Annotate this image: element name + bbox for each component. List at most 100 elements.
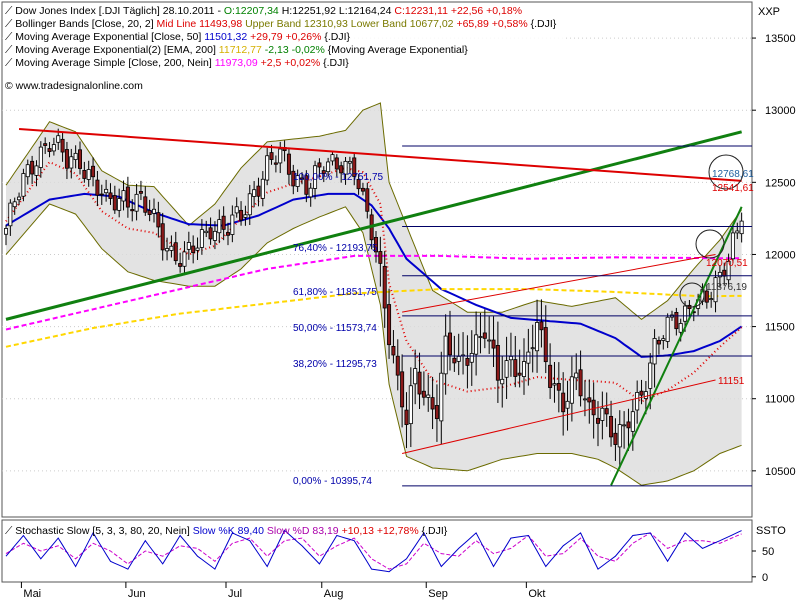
green-support-trendline [5, 130, 743, 321]
candle-body [643, 391, 648, 399]
candle-body [156, 212, 161, 228]
y-tick-label: 12500 [765, 177, 796, 189]
legend-bb-lower: Lower Band 10677,02 [351, 18, 454, 30]
candle-body [95, 179, 100, 196]
candle-body [465, 357, 470, 366]
candle-body [535, 322, 540, 352]
candle-body [234, 206, 239, 214]
x-tick-label: Mai [23, 588, 41, 600]
y-tick-label: 12000 [765, 249, 796, 261]
candle-body [400, 371, 405, 408]
candle-body [204, 230, 209, 234]
fibonacci-levels [402, 145, 752, 487]
candle-body [117, 198, 122, 211]
candle-body [387, 304, 392, 346]
candle-body [600, 407, 605, 421]
candle-body [469, 353, 474, 363]
candle-body [273, 162, 278, 165]
date-axis: Mai Jun Jul Aug Sep Okt [20, 582, 545, 600]
red-channel-low [402, 379, 716, 455]
legend-ema50-change: +29,79 [250, 31, 283, 43]
legend-bb-change: +65,89 [456, 18, 489, 30]
candle-body [630, 411, 635, 432]
oscillator-scale-name: SSTO [756, 525, 786, 537]
candle-body [382, 265, 387, 309]
price-tag-12070: 12070,51 [706, 258, 748, 269]
candle-body [434, 405, 439, 420]
candle-body [709, 298, 714, 301]
legend-main-pct: +0,18% [486, 5, 522, 17]
candle-body [108, 192, 113, 199]
candle-body [482, 332, 487, 339]
legend-main-close: C:12231,11 [394, 5, 448, 17]
candle-body [313, 165, 318, 189]
candle-body [291, 170, 296, 187]
legend-source-url: www.tradesignalonline.com [15, 80, 143, 92]
candle-body [60, 138, 65, 153]
candle-body [517, 372, 522, 376]
x-tick-label: Sep [428, 588, 448, 600]
candle-body [639, 390, 644, 396]
candle-body [522, 361, 527, 377]
fib-100-label: 100,00% - 12751,75 [293, 172, 384, 183]
legend-sma200: ⟋ Moving Average Simple [Close, 200, Nei… [5, 57, 349, 69]
fib-618-label: 61,80% - 11851,75 [293, 287, 377, 298]
legend-main-open: O:12207,34 [224, 5, 279, 17]
copyright-icon: © [5, 80, 16, 92]
x-tick-label: Jul [228, 588, 242, 600]
price-tag-11876: 11876,19 [706, 282, 747, 293]
candle-body [225, 232, 230, 236]
candle-body [539, 321, 544, 331]
red-resistance-trendline [18, 127, 742, 182]
candle-body [208, 227, 213, 240]
price-axis: 10500 11000 11500 12000 12500 13000 13500 [752, 33, 796, 478]
osc-y-tick-label: 50 [762, 546, 774, 558]
candle-body [269, 152, 274, 160]
legend-ema200-name: Moving Average Exponential(2) [EMA, 200] [15, 44, 216, 56]
candle-body [286, 153, 291, 175]
candle-body [165, 248, 170, 252]
legend-main-marker: ⟋ [5, 5, 15, 17]
fib-0-label: 0,00% - 10395,74 [293, 476, 372, 487]
legend-stochastic: ⟋ Stochastic Slow [5, 3, 3, 80, 20, Nein… [5, 525, 448, 537]
candle-body [321, 170, 326, 174]
candle-body [717, 271, 722, 278]
candle-body [64, 149, 69, 169]
candle-body [195, 247, 200, 251]
candle-body [447, 332, 452, 356]
legend-ema50-pct: +0,26% [286, 31, 322, 43]
oscillator-plot-frame [1, 519, 753, 583]
candle-body [4, 228, 9, 235]
candle-body [30, 160, 35, 175]
candle-body [308, 187, 313, 198]
candle-body [504, 360, 509, 378]
candle-body [513, 359, 518, 377]
candle-body [426, 394, 431, 398]
candle-body [596, 417, 601, 424]
candle-body [678, 323, 683, 333]
x-tick-label: Jun [128, 588, 146, 600]
legend-ema50: ⟋ Moving Average Exponential [Close, 50]… [5, 31, 351, 43]
candle-body [221, 215, 226, 230]
candle-body [430, 397, 435, 410]
candle-body [112, 195, 117, 211]
legend-source: © www.tradesignalonline.com [5, 80, 143, 92]
candle-body [173, 242, 178, 262]
legend-ema200-tail: {Moving Average Exponential} [328, 44, 468, 56]
legend-sma200-tail: {.DJI} [323, 57, 349, 69]
candle-body [217, 219, 222, 234]
fib-500-label: 50,00% - 11573,74 [293, 323, 377, 334]
candle-body [648, 362, 653, 389]
candle-body [191, 245, 196, 254]
legend-main-name: Dow Jones Index [.DJI Täglich] [15, 5, 160, 17]
candle-body [169, 245, 174, 251]
candle-body [151, 208, 156, 214]
candle-body [130, 209, 135, 212]
candle-body [495, 344, 500, 381]
legend-sma200-name: Moving Average Simple [Close, 200, Nein] [15, 57, 212, 69]
legend-main-change: +22,56 [451, 5, 484, 17]
candle-body [561, 392, 566, 413]
candle-body [182, 251, 187, 267]
y-tick-label: 11000 [765, 394, 795, 406]
candle-body [99, 193, 104, 196]
